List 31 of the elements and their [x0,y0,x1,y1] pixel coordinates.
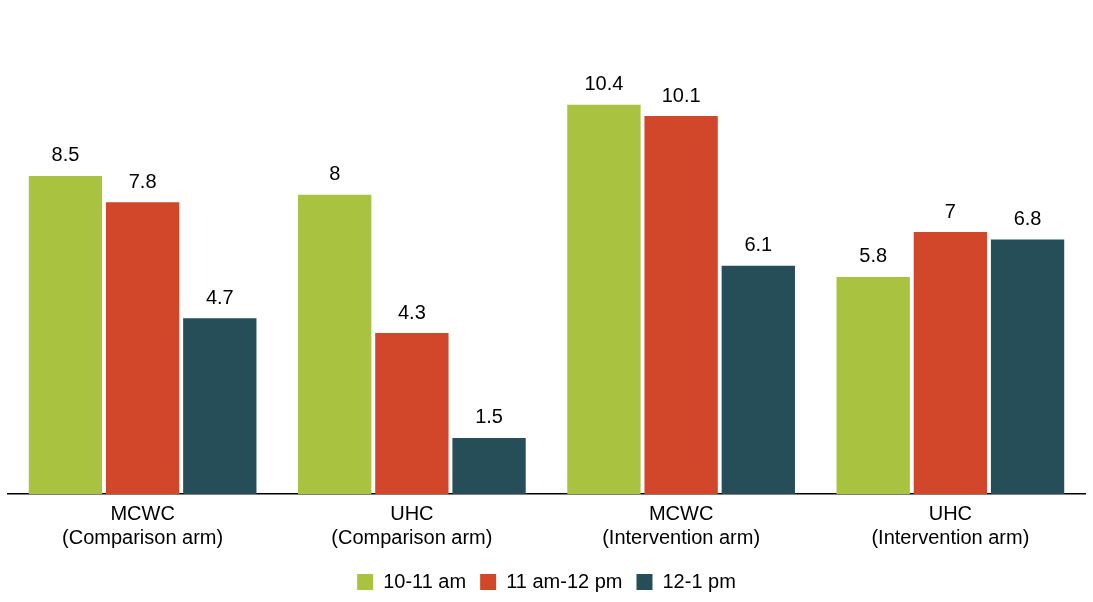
bar [298,194,372,494]
bar [721,265,795,494]
data-label: 6.1 [744,233,773,256]
bar [990,239,1065,494]
x-tick-label: UHC (Intervention arm) [871,501,1030,548]
data-label: 8 [329,162,341,185]
bar [28,175,103,494]
data-label: 1.5 [475,405,503,428]
legend-label: 10-11 am [383,569,467,592]
x-tick-label: MCWC (Comparison arm) [62,501,224,548]
bar [105,202,180,494]
bar [836,276,910,494]
data-label: 10.4 [584,72,624,95]
bar [913,232,988,494]
bar [644,116,718,494]
bar [375,333,449,494]
data-label: 7.8 [128,169,157,192]
data-label: 10.1 [661,83,701,106]
data-label: 8.5 [51,143,80,166]
data-label: 6.8 [1013,207,1042,230]
bar [452,437,526,494]
legend-label: 12-1 pm [662,569,736,592]
x-tick-label: UHC (Comparison arm) [331,501,493,548]
legend-label: 11 am-12 pm [506,569,623,592]
bar [567,104,641,494]
x-tick-label: MCWC (Intervention arm) [602,501,761,548]
bar [183,318,257,494]
data-label: 4.3 [397,300,426,323]
data-label: 7 [944,199,956,222]
data-label: 4.7 [205,285,234,308]
data-label: 5.8 [859,244,888,267]
